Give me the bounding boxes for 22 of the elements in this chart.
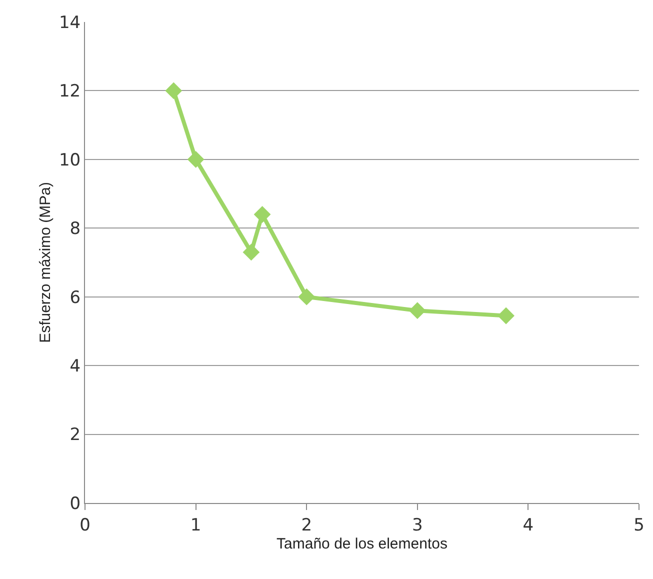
- y-tick-label: 0: [70, 494, 81, 514]
- point: [408, 302, 426, 320]
- y-tick-label: 8: [70, 219, 81, 240]
- point: [298, 288, 316, 306]
- y-axis-title: Esfuerzo máximo (MPa): [37, 182, 54, 343]
- y-tick-label: 6: [70, 288, 81, 308]
- x-tick-label: 1: [190, 515, 202, 536]
- y-tick-label: 12: [58, 82, 81, 102]
- x-axis-title: Tamaño de los elementos: [276, 535, 448, 552]
- point: [498, 307, 514, 324]
- point: [254, 206, 271, 223]
- x-tick-label: 5: [634, 515, 644, 536]
- x-tick-label: 2: [301, 515, 312, 536]
- point: [242, 244, 260, 261]
- y-tick-label: 4: [70, 356, 81, 377]
- y-tick-label: 14: [58, 12, 81, 33]
- point: [187, 150, 204, 168]
- y-tick-label: 2: [70, 425, 81, 446]
- x-tick-label: 4: [522, 515, 534, 536]
- y-tick-label: 10: [58, 150, 81, 170]
- x-tick-label: 3: [412, 515, 423, 536]
- point: [165, 82, 182, 100]
